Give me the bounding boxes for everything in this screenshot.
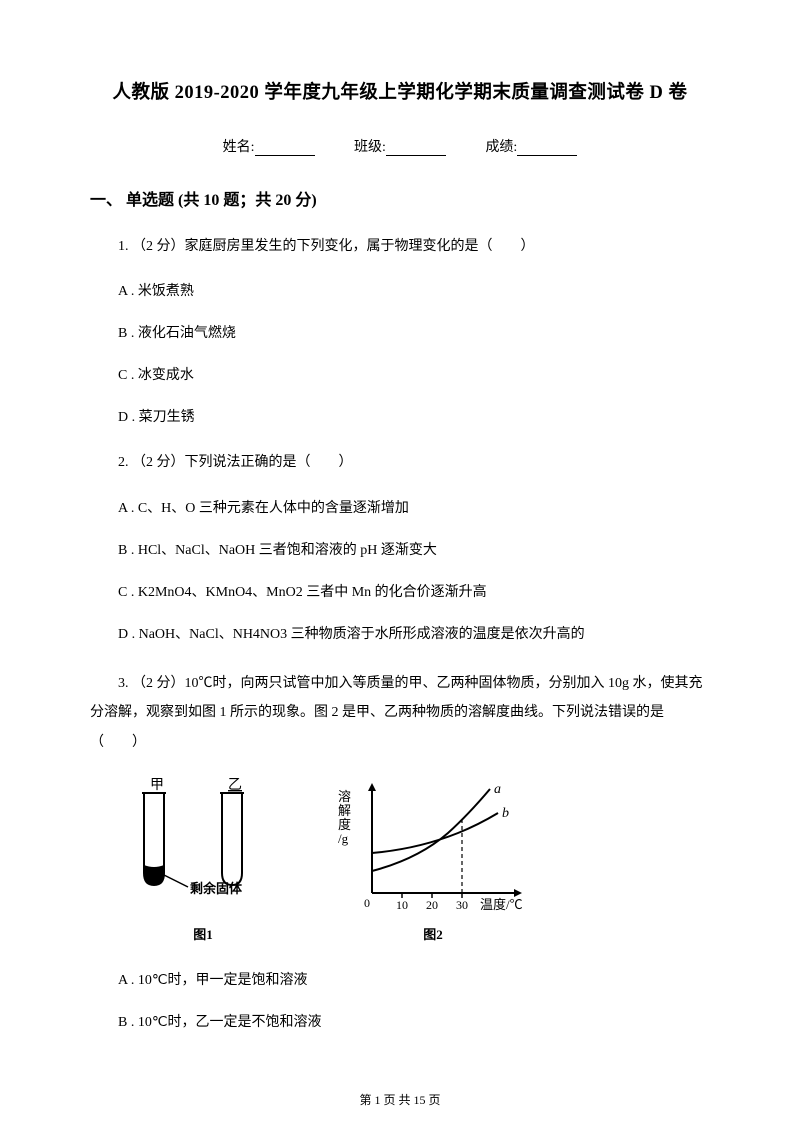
q2-option-b: B . HCl、NaCl、NaOH 三者饱和溶液的 pH 逐渐变大 (90, 539, 710, 559)
name-blank[interactable] (255, 142, 315, 156)
fig2-tick-10: 10 (396, 898, 408, 912)
figures-row: 甲 剩余固体 乙 图1 溶 (90, 775, 710, 943)
q2-stem: 2. （2 分）下列说法正确的是（ ） (90, 452, 710, 474)
fig2-ylabel1: 溶 (338, 789, 351, 804)
page-footer: 第 1 页 共 15 页 (0, 1091, 800, 1108)
fig2-xlabel: 温度/℃ (480, 897, 523, 912)
section-1-header: 一、 单选题 (共 10 题；共 20 分) (90, 186, 710, 210)
fig1-label-yi: 乙 (228, 777, 242, 793)
score-blank[interactable] (517, 142, 577, 156)
q2-option-a: A . C、H、O 三种元素在人体中的含量逐渐增加 (90, 497, 710, 517)
q1-option-c: C . 冰变成水 (90, 364, 710, 384)
q2-option-d: D . NaOH、NaCl、NH4NO3 三种物质溶于水所形成溶液的温度是依次升… (90, 623, 710, 643)
q1-option-a: A . 米饭煮熟 (90, 280, 710, 300)
fig2-tick-20: 20 (426, 898, 438, 912)
fig1-caption: 图1 (118, 924, 288, 943)
fig2-tick-30: 30 (456, 898, 468, 912)
name-label: 姓名: (223, 140, 255, 155)
score-label: 成绩: (485, 140, 517, 155)
meta-row: 姓名: 班级: 成绩: (90, 136, 710, 156)
figure-2-svg: 溶 解 度 /g 0 10 20 30 a b (328, 775, 538, 915)
score-field: 成绩: (485, 136, 577, 156)
fig1-residue-label: 剩余固体 (190, 881, 243, 896)
figure-1: 甲 剩余固体 乙 图1 (118, 775, 288, 943)
q3-option-b: B . 10℃时，乙一定是不饱和溶液 (90, 1011, 710, 1031)
fig2-ylabel2: 解 (338, 803, 351, 818)
figure-1-svg: 甲 剩余固体 乙 (118, 775, 288, 915)
q3-option-a: A . 10℃时，甲一定是饱和溶液 (90, 969, 710, 989)
fig1-label-jia: 甲 (150, 778, 164, 793)
q1-option-d: D . 菜刀生锈 (90, 406, 710, 426)
q3-stem: 3. （2 分）10℃时，向两只试管中加入等质量的甲、乙两种固体物质，分别加入 … (90, 669, 710, 757)
figure-2: 溶 解 度 /g 0 10 20 30 a b (328, 775, 538, 943)
exam-title: 人教版 2019-2020 学年度九年级上学期化学期末质量调查测试卷 D 卷 (90, 78, 710, 104)
fig2-tick-0: 0 (364, 896, 370, 910)
q2-option-c: C . K2MnO4、KMnO4、MnO2 三者中 Mn 的化合价逐渐升高 (90, 581, 710, 601)
fig2-ylabel3: 度 (338, 817, 351, 832)
class-blank[interactable] (386, 142, 446, 156)
fig2-curve-a-label: a (494, 782, 501, 797)
name-field: 姓名: (223, 136, 315, 156)
q1-stem: 1. （2 分）家庭厨房里发生的下列变化，属于物理变化的是（ ） (90, 236, 710, 258)
fig2-yunit: /g (338, 831, 349, 846)
class-label: 班级: (354, 140, 386, 155)
fig2-curve-b-label: b (502, 806, 509, 821)
q1-option-b: B . 液化石油气燃烧 (90, 322, 710, 342)
class-field: 班级: (354, 136, 446, 156)
fig2-caption: 图2 (328, 924, 538, 943)
